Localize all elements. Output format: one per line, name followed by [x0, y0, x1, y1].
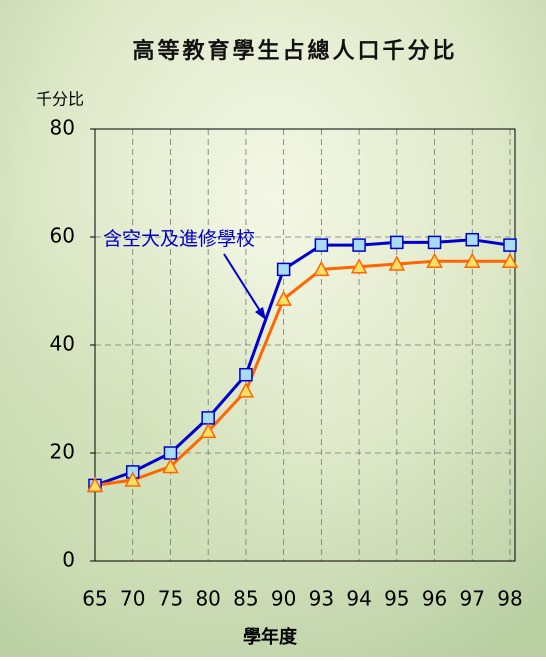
y-tick-label: 80 — [50, 116, 75, 140]
x-tick-label: 97 — [460, 587, 485, 611]
x-tick-label: 98 — [497, 587, 522, 611]
plot-area: 0 20 40 60 80 65 70 75 80 85 90 93 94 95 96 97 98 含空大及進修學… — [50, 116, 523, 611]
marker — [276, 262, 291, 277]
marker — [275, 290, 292, 306]
plot-frame — [94, 128, 516, 562]
x-tick-label: 80 — [195, 587, 220, 611]
marker — [314, 238, 329, 252]
y-tick-label: 40 — [50, 332, 75, 356]
y-tick-label: 0 — [62, 548, 75, 572]
y-tick-label: 20 — [50, 440, 75, 464]
chart-title: 高等教育學生占總人口千分比 — [132, 38, 457, 64]
x-tick-label: 93 — [309, 587, 334, 611]
marker — [465, 232, 480, 247]
x-tick-label: 94 — [346, 587, 371, 611]
x-tick-label: 95 — [384, 587, 409, 611]
x-tick-label: 65 — [82, 587, 107, 611]
marker — [503, 238, 517, 252]
marker — [388, 255, 406, 271]
marker — [201, 411, 215, 425]
marker — [237, 382, 255, 398]
x-tick-label: 96 — [422, 587, 447, 611]
marker — [124, 471, 141, 487]
x-tick-label: 85 — [233, 587, 258, 611]
marker — [501, 252, 519, 269]
x-tick-label: 70 — [120, 587, 145, 611]
annotation-arrow — [223, 253, 263, 315]
marker — [163, 446, 178, 460]
marker — [352, 238, 366, 252]
marker — [162, 457, 179, 474]
marker — [239, 367, 253, 382]
marker — [313, 260, 330, 277]
series-line — [94, 259, 510, 487]
marker — [426, 252, 443, 269]
annotation: 含空大及進修學校 — [103, 228, 255, 250]
marker — [427, 235, 442, 250]
marker — [390, 235, 404, 250]
x-tick-label: 90 — [271, 587, 296, 611]
marker — [199, 422, 217, 439]
marker — [350, 258, 368, 274]
x-tick-label: 75 — [158, 587, 183, 611]
y-tick-label: 60 — [50, 224, 75, 248]
marker — [86, 476, 104, 493]
marker — [464, 252, 481, 269]
arrow-head — [255, 307, 266, 320]
y-axis-label: 千分比 — [36, 90, 84, 109]
x-axis-label: 學年度 — [243, 626, 298, 648]
